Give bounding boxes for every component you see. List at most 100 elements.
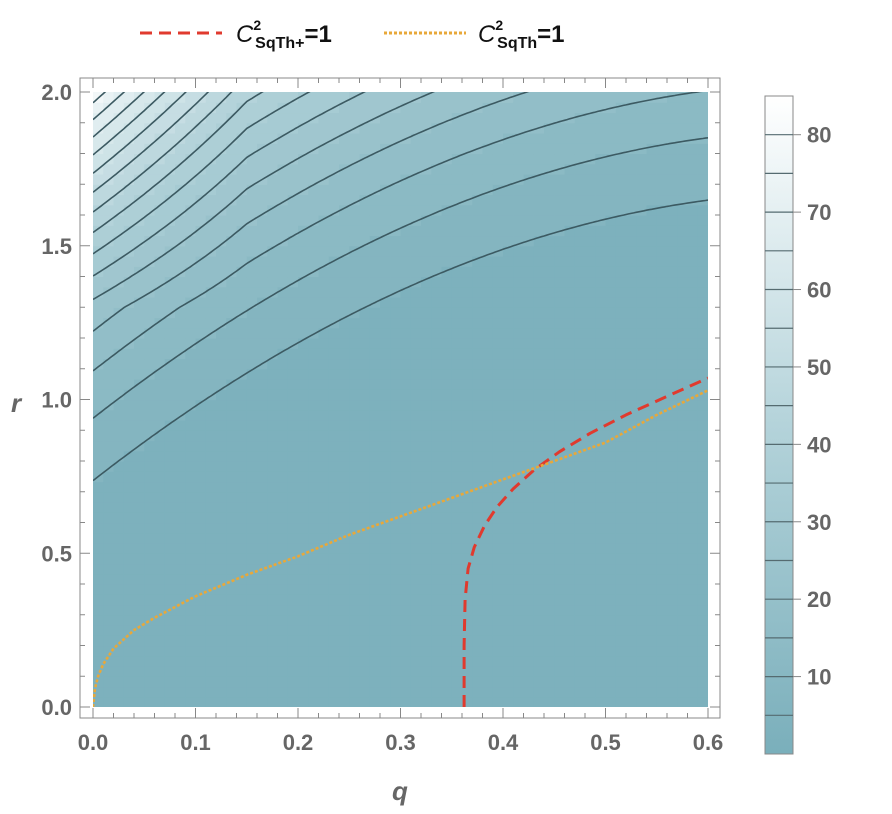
contour-band-cell — [93, 573, 104, 585]
contour-band-cell — [216, 522, 227, 534]
contour-band-cell — [667, 194, 678, 206]
contour-band-cell — [595, 317, 607, 329]
contour-band-cell — [226, 184, 238, 196]
contour-band-cell — [328, 368, 340, 380]
contour-band-cell — [93, 112, 104, 124]
contour-band-cell — [503, 327, 514, 339]
contour-band-cell — [134, 204, 145, 216]
contour-band-cell — [533, 358, 545, 370]
contour-band-cell — [574, 92, 586, 103]
contour-band-cell — [185, 92, 197, 103]
contour-band-cell — [236, 532, 248, 544]
contour-band-cell — [246, 543, 258, 554]
contour-band-cell — [646, 625, 658, 636]
contour-band-cell — [492, 594, 504, 606]
contour-band-cell — [246, 112, 258, 124]
contour-band-cell — [482, 584, 494, 595]
contour-band-cell — [431, 461, 443, 472]
contour-band-cell — [205, 625, 217, 636]
contour-band-cell — [298, 102, 309, 114]
contour-band-cell — [482, 512, 494, 524]
contour-band-cell — [544, 368, 555, 380]
contour-band-cell — [195, 122, 207, 134]
contour-band-cell — [349, 317, 361, 329]
contour-band-cell — [472, 317, 484, 329]
contour-band-cell — [144, 276, 156, 288]
contour-band-cell — [615, 163, 627, 175]
contour-band-cell — [451, 440, 463, 452]
contour-band-cell — [308, 215, 320, 226]
contour-band-cell — [287, 522, 299, 534]
contour-band-cell — [113, 245, 125, 257]
contour-band-cell — [595, 409, 607, 421]
contour-band-cell — [677, 102, 689, 114]
contour-band-cell — [123, 379, 135, 390]
contour-band-cell — [544, 122, 555, 134]
contour-band-cell — [503, 235, 514, 247]
contour-band-cell — [544, 358, 555, 370]
contour-band-cell — [615, 204, 627, 216]
contour-band-cell — [103, 543, 115, 554]
contour-band-cell — [236, 645, 248, 657]
contour-band-cell — [257, 532, 268, 544]
contour-band-cell — [595, 245, 607, 257]
contour-band-cell — [390, 696, 402, 707]
contour-band-cell — [359, 543, 371, 554]
contour-band-cell — [697, 368, 708, 380]
contour-band-cell — [257, 245, 268, 257]
contour-band-cell — [390, 491, 402, 503]
contour-band-cell — [164, 502, 176, 513]
contour-band-cell — [93, 666, 104, 677]
contour-band-cell — [626, 532, 637, 544]
contour-band-cell — [298, 655, 309, 667]
contour-band-cell — [287, 153, 299, 165]
contour-band-cell — [626, 563, 637, 575]
contour-band-cell — [472, 645, 484, 657]
contour-band-cell — [257, 491, 268, 503]
contour-band-cell — [328, 655, 340, 667]
contour-band-cell — [164, 133, 176, 144]
contour-band-cell — [421, 625, 432, 636]
contour-band-cell — [441, 553, 453, 565]
contour-band-cell — [339, 686, 350, 698]
contour-band-cell — [298, 471, 309, 483]
contour-band-cell — [257, 122, 268, 134]
contour-band-cell — [318, 204, 330, 216]
contour-band-cell — [564, 358, 576, 370]
contour-band-cell — [298, 553, 309, 565]
contour-band-cell — [287, 133, 299, 144]
contour-band-cell — [226, 235, 238, 247]
contour-band-cell — [226, 676, 238, 688]
contour-band-cell — [472, 338, 484, 349]
contour-band-cell — [400, 563, 412, 575]
contour-band-cell — [451, 92, 463, 103]
contour-band-cell — [431, 389, 443, 401]
contour-band-cell — [164, 584, 176, 595]
contour-band-cell — [349, 563, 361, 575]
contour-band-cell — [205, 389, 217, 401]
contour-band-cell — [595, 133, 607, 144]
contour-band-cell — [267, 286, 279, 298]
contour-band-cell — [677, 174, 689, 185]
contour-band-cell — [431, 307, 443, 319]
contour-band-cell — [113, 584, 125, 595]
contour-band-cell — [339, 307, 350, 319]
contour-band-cell — [636, 338, 648, 349]
contour-band-cell — [503, 215, 514, 226]
contour-band-cell — [359, 297, 371, 308]
contour-band-cell — [697, 102, 708, 114]
contour-band-cell — [595, 543, 607, 554]
contour-band-cell — [226, 655, 238, 667]
contour-band-cell — [554, 358, 566, 370]
contour-band-cell — [595, 276, 607, 288]
contour-band-cell — [421, 655, 432, 667]
contour-band-cell — [134, 112, 145, 124]
contour-band-cell — [359, 584, 371, 595]
contour-band-cell — [154, 563, 166, 575]
contour-band-cell — [687, 204, 699, 216]
contour-band-cell — [236, 440, 248, 452]
contour-band-cell — [605, 573, 617, 585]
contour-band-cell — [318, 543, 330, 554]
contour-band-cell — [93, 143, 104, 155]
contour-band-cell — [667, 420, 678, 431]
